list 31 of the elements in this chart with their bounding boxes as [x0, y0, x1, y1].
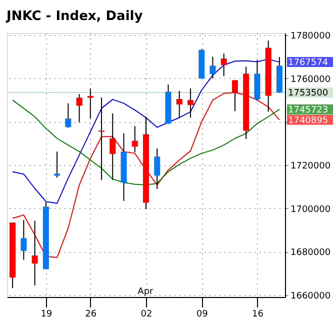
x-tick-label: 09 [196, 310, 208, 320]
candlestick [210, 56, 216, 79]
candlestick [110, 112, 116, 180]
candlestick [76, 94, 82, 123]
data-label: 1745723 [288, 105, 328, 116]
chart-title: JNKC - Index, Daily [6, 9, 144, 24]
y-tick-label: 1760000 [290, 74, 331, 85]
candlestick [154, 148, 160, 190]
x-tick-label: 16 [252, 310, 264, 320]
x-tick-label: 02 [140, 310, 152, 320]
line-series [12, 58, 280, 204]
candlestick [54, 151, 60, 178]
y-tick-label: 1720000 [290, 162, 331, 172]
candlestick [176, 90, 182, 118]
data-label: 1767574 [288, 58, 328, 68]
candlestick [132, 126, 138, 153]
line-series [12, 100, 280, 186]
candlestick [187, 88, 194, 118]
y-tick-label: 1660000 [290, 291, 331, 302]
x-tick-label: 19 [40, 310, 52, 320]
candlestick [65, 102, 72, 128]
candlestick [98, 96, 105, 180]
annotation: Apr [138, 287, 154, 297]
data-label: 1740895 [288, 116, 328, 126]
y-tick-label: 1780000 [290, 32, 331, 42]
x-tick-label: 26 [85, 310, 97, 320]
candlestick [220, 53, 227, 77]
ref-line-label: 1753500 [288, 88, 328, 99]
y-tick-label: 1680000 [290, 248, 331, 258]
candlestick [20, 219, 27, 260]
y-tick-label: 1700000 [290, 204, 331, 215]
